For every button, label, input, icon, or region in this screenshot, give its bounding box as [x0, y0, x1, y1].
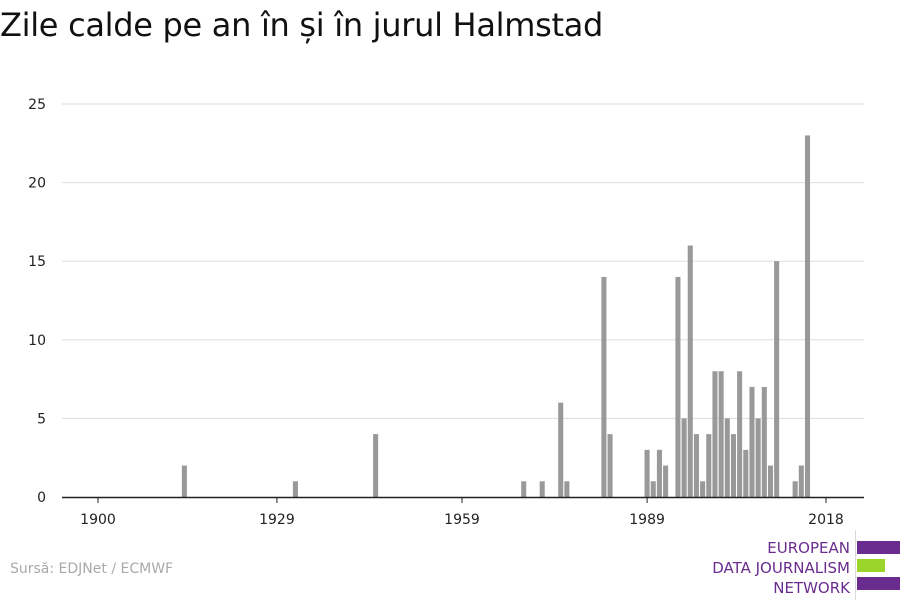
bar — [656, 449, 662, 497]
chart-title: Zile calde pe an în și în jurul Halmstad — [0, 6, 604, 44]
edjnet-logo[interactable]: EUROPEAN DATA JOURNALISM NETWORK — [700, 530, 900, 600]
x-tick-label: 1900 — [80, 512, 116, 528]
bar — [706, 434, 712, 497]
bar — [675, 276, 681, 497]
bar — [774, 261, 780, 497]
bar — [767, 465, 774, 497]
logo-line-3: NETWORK — [773, 579, 850, 597]
x-axis: 1900 1929 1959 1989 2018 — [62, 496, 864, 528]
gridlines — [62, 103, 864, 419]
bar — [718, 371, 724, 497]
bar — [564, 481, 570, 497]
logo-line-2: DATA JOURNALISM — [712, 559, 850, 577]
bar — [792, 481, 798, 497]
x-tick-label: 1989 — [629, 512, 665, 528]
bar — [743, 449, 749, 497]
logo-line-1: EUROPEAN — [767, 539, 850, 557]
y-tick-label: 20 — [28, 176, 46, 192]
y-tick-label: 15 — [28, 254, 46, 270]
x-tick-label: 1929 — [259, 512, 295, 528]
bar — [798, 465, 804, 497]
y-tick-label: 10 — [28, 333, 46, 349]
x-tick-label: 1959 — [444, 512, 480, 528]
logo-bar-1 — [857, 541, 900, 554]
bar — [558, 402, 564, 497]
bar — [693, 434, 699, 497]
bars — [181, 135, 811, 497]
source-note: Sursă: EDJNet / ECMWF — [10, 561, 174, 577]
bar — [539, 481, 545, 497]
bar — [373, 434, 379, 497]
y-tick-label: 0 — [37, 490, 46, 506]
bar — [650, 481, 656, 497]
bar — [737, 371, 743, 497]
bar — [181, 465, 187, 497]
bar — [601, 276, 607, 497]
bar — [681, 418, 687, 497]
bar — [292, 481, 298, 497]
bar — [755, 418, 761, 497]
bar — [607, 434, 613, 497]
bar-chart: 0 5 10 15 20 25 1900 1929 1959 1989 2018 — [28, 97, 864, 528]
y-tick-label: 25 — [28, 97, 46, 113]
y-tick-label: 5 — [37, 411, 46, 427]
logo-bar-3 — [857, 577, 900, 590]
bar — [761, 386, 767, 497]
bar — [521, 481, 527, 497]
bar — [730, 434, 736, 497]
bar — [804, 135, 811, 497]
bar — [663, 465, 669, 497]
bar — [687, 245, 693, 497]
bar — [749, 386, 755, 497]
x-tick-label: 2018 — [808, 512, 844, 528]
logo-bar-2 — [857, 559, 885, 572]
logo-wordmark: EUROPEAN DATA JOURNALISM NETWORK — [712, 538, 850, 598]
bar — [700, 481, 706, 497]
bar — [712, 371, 718, 497]
bar — [644, 449, 650, 497]
logo-divider — [855, 530, 856, 600]
bar — [724, 418, 730, 497]
y-axis-tick-labels: 0 5 10 15 20 25 — [28, 97, 46, 506]
